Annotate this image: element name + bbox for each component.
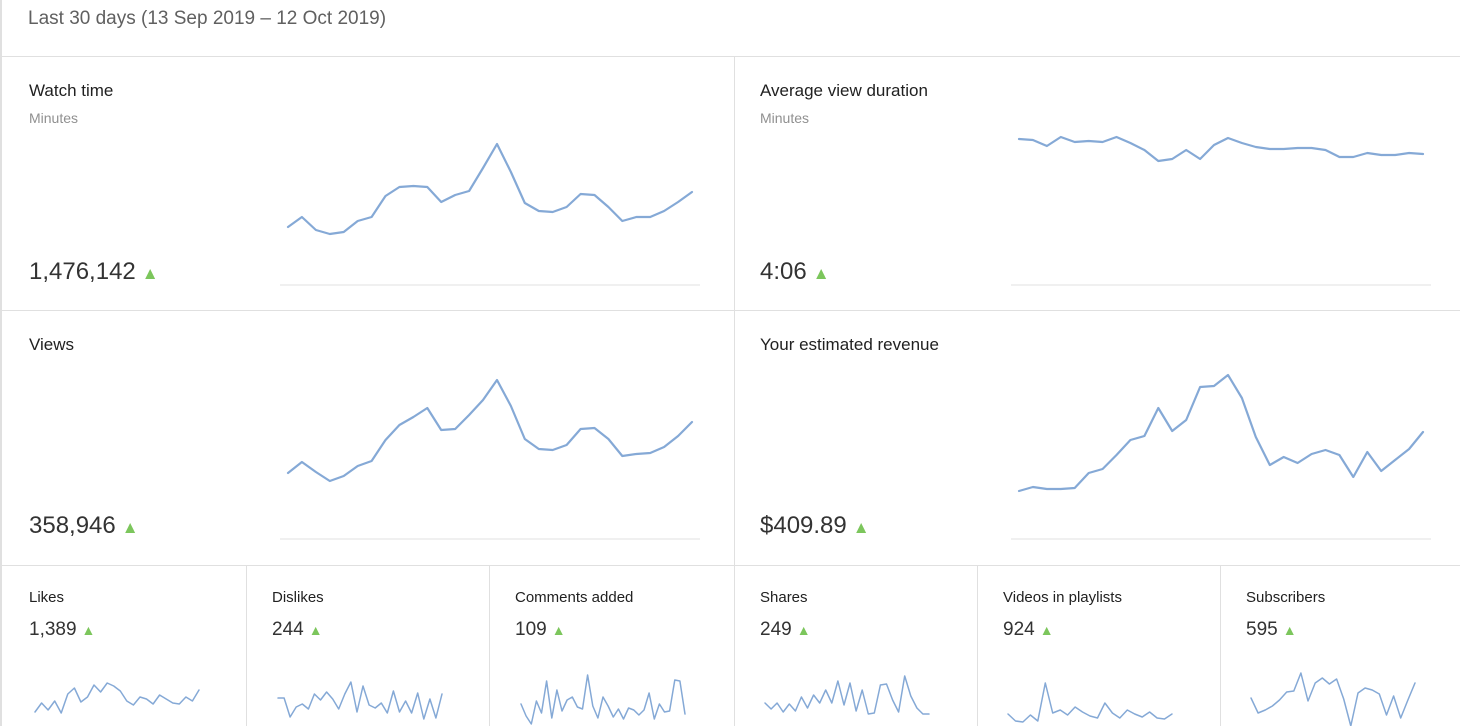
card-value: 1,476,142 ▲ bbox=[29, 258, 159, 286]
sparkline-series bbox=[286, 378, 694, 483]
trend-up-icon: ▲ bbox=[81, 622, 96, 638]
sparkline-series bbox=[277, 681, 443, 720]
metric-title: Videos in playlists bbox=[1003, 589, 1122, 606]
sparkline-series bbox=[1007, 682, 1173, 723]
card-value-number: 358,946 bbox=[29, 512, 116, 539]
divider-metric-4 bbox=[977, 565, 978, 726]
card-title: Views bbox=[29, 335, 75, 354]
card-subtitle: Minutes bbox=[760, 110, 810, 126]
card-value-number: 4:06 bbox=[760, 258, 807, 285]
trend-up-icon: ▲ bbox=[551, 622, 566, 638]
metric-value: 249 ▲ bbox=[760, 619, 811, 641]
card-value: $409.89 ▲ bbox=[760, 512, 870, 540]
metric-title: Subscribers bbox=[1246, 589, 1326, 606]
metric-value: 1,389 ▲ bbox=[29, 619, 95, 641]
metric-value: 244 ▲ bbox=[272, 619, 323, 641]
card-subtitle: Minutes bbox=[29, 110, 79, 126]
sparkline-series bbox=[764, 675, 930, 715]
metric-value: 109 ▲ bbox=[515, 619, 566, 641]
trend-up-icon: ▲ bbox=[121, 518, 139, 537]
card-title: Your estimated revenue bbox=[760, 335, 939, 354]
metric-value-number: 244 bbox=[272, 619, 304, 640]
sparkline-series bbox=[1250, 672, 1416, 726]
sparkline-series bbox=[1017, 135, 1425, 163]
card-value: 358,946 ▲ bbox=[29, 512, 139, 540]
sparkline-series bbox=[286, 142, 694, 236]
metric-value-number: 595 bbox=[1246, 619, 1278, 640]
divider-middle bbox=[2, 310, 1460, 311]
card-value-number: 1,476,142 bbox=[29, 258, 136, 285]
sparkline-series bbox=[34, 682, 200, 714]
trend-up-icon: ▲ bbox=[796, 622, 811, 638]
metric-value-number: 249 bbox=[760, 619, 792, 640]
trend-up-icon: ▲ bbox=[141, 264, 159, 283]
trend-up-icon: ▲ bbox=[308, 622, 323, 638]
card-value-number: $409.89 bbox=[760, 512, 847, 539]
card-title: Watch time bbox=[29, 81, 114, 100]
card-value: 4:06 ▲ bbox=[760, 258, 830, 286]
divider-top bbox=[2, 56, 1460, 57]
metric-title: Comments added bbox=[515, 589, 634, 606]
trend-up-icon: ▲ bbox=[852, 518, 870, 537]
trend-up-icon: ▲ bbox=[1039, 622, 1054, 638]
metric-value-number: 109 bbox=[515, 619, 547, 640]
divider-metric-1 bbox=[246, 565, 247, 726]
sparkline-series bbox=[1017, 373, 1425, 493]
metric-value: 924 ▲ bbox=[1003, 619, 1054, 641]
trend-up-icon: ▲ bbox=[812, 264, 830, 283]
divider-metric-2 bbox=[489, 565, 490, 726]
metric-value-number: 1,389 bbox=[29, 619, 77, 640]
metric-value-number: 924 bbox=[1003, 619, 1035, 640]
trend-up-icon: ▲ bbox=[1282, 622, 1297, 638]
divider-metric-5 bbox=[1220, 565, 1221, 726]
sparkline-series bbox=[520, 674, 686, 725]
metric-value: 595 ▲ bbox=[1246, 619, 1297, 641]
metric-title: Dislikes bbox=[272, 589, 324, 606]
divider-bottom bbox=[2, 565, 1460, 566]
metric-title: Shares bbox=[760, 589, 808, 606]
metric-title: Likes bbox=[29, 589, 65, 606]
date-range-label: Last 30 days (13 Sep 2019 – 12 Oct 2019) bbox=[28, 8, 387, 29]
card-title: Average view duration bbox=[760, 81, 928, 100]
divider-cards-vertical bbox=[734, 56, 735, 726]
